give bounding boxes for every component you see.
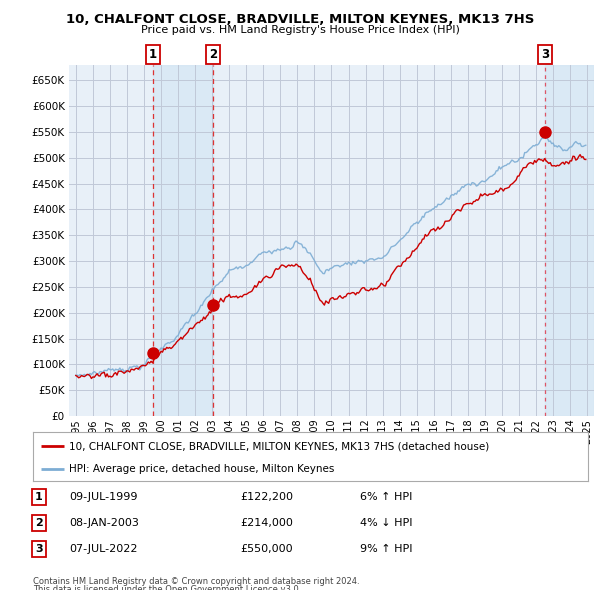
Text: 3: 3 — [35, 545, 43, 554]
Text: 9% ↑ HPI: 9% ↑ HPI — [360, 545, 413, 554]
Text: 1: 1 — [149, 48, 157, 61]
Text: 07-JUL-2022: 07-JUL-2022 — [69, 545, 137, 554]
Text: HPI: Average price, detached house, Milton Keynes: HPI: Average price, detached house, Milt… — [69, 464, 334, 474]
Text: 2: 2 — [209, 48, 217, 61]
Text: 10, CHALFONT CLOSE, BRADVILLE, MILTON KEYNES, MK13 7HS: 10, CHALFONT CLOSE, BRADVILLE, MILTON KE… — [66, 13, 534, 26]
Text: Contains HM Land Registry data © Crown copyright and database right 2024.: Contains HM Land Registry data © Crown c… — [33, 577, 359, 586]
Text: 1: 1 — [35, 493, 43, 502]
Text: £550,000: £550,000 — [240, 545, 293, 554]
Text: Price paid vs. HM Land Registry's House Price Index (HPI): Price paid vs. HM Land Registry's House … — [140, 25, 460, 35]
Bar — [545, 65, 594, 416]
Text: £214,000: £214,000 — [240, 519, 293, 528]
Text: 3: 3 — [541, 48, 549, 61]
Text: 10, CHALFONT CLOSE, BRADVILLE, MILTON KEYNES, MK13 7HS (detached house): 10, CHALFONT CLOSE, BRADVILLE, MILTON KE… — [69, 441, 490, 451]
Text: This data is licensed under the Open Government Licence v3.0.: This data is licensed under the Open Gov… — [33, 585, 301, 590]
Text: 2: 2 — [35, 519, 43, 528]
Text: 09-JUL-1999: 09-JUL-1999 — [69, 493, 137, 502]
Text: 6% ↑ HPI: 6% ↑ HPI — [360, 493, 412, 502]
Text: £122,200: £122,200 — [240, 493, 293, 502]
Text: 08-JAN-2003: 08-JAN-2003 — [69, 519, 139, 528]
Bar — [153, 65, 212, 416]
Text: 4% ↓ HPI: 4% ↓ HPI — [360, 519, 413, 528]
